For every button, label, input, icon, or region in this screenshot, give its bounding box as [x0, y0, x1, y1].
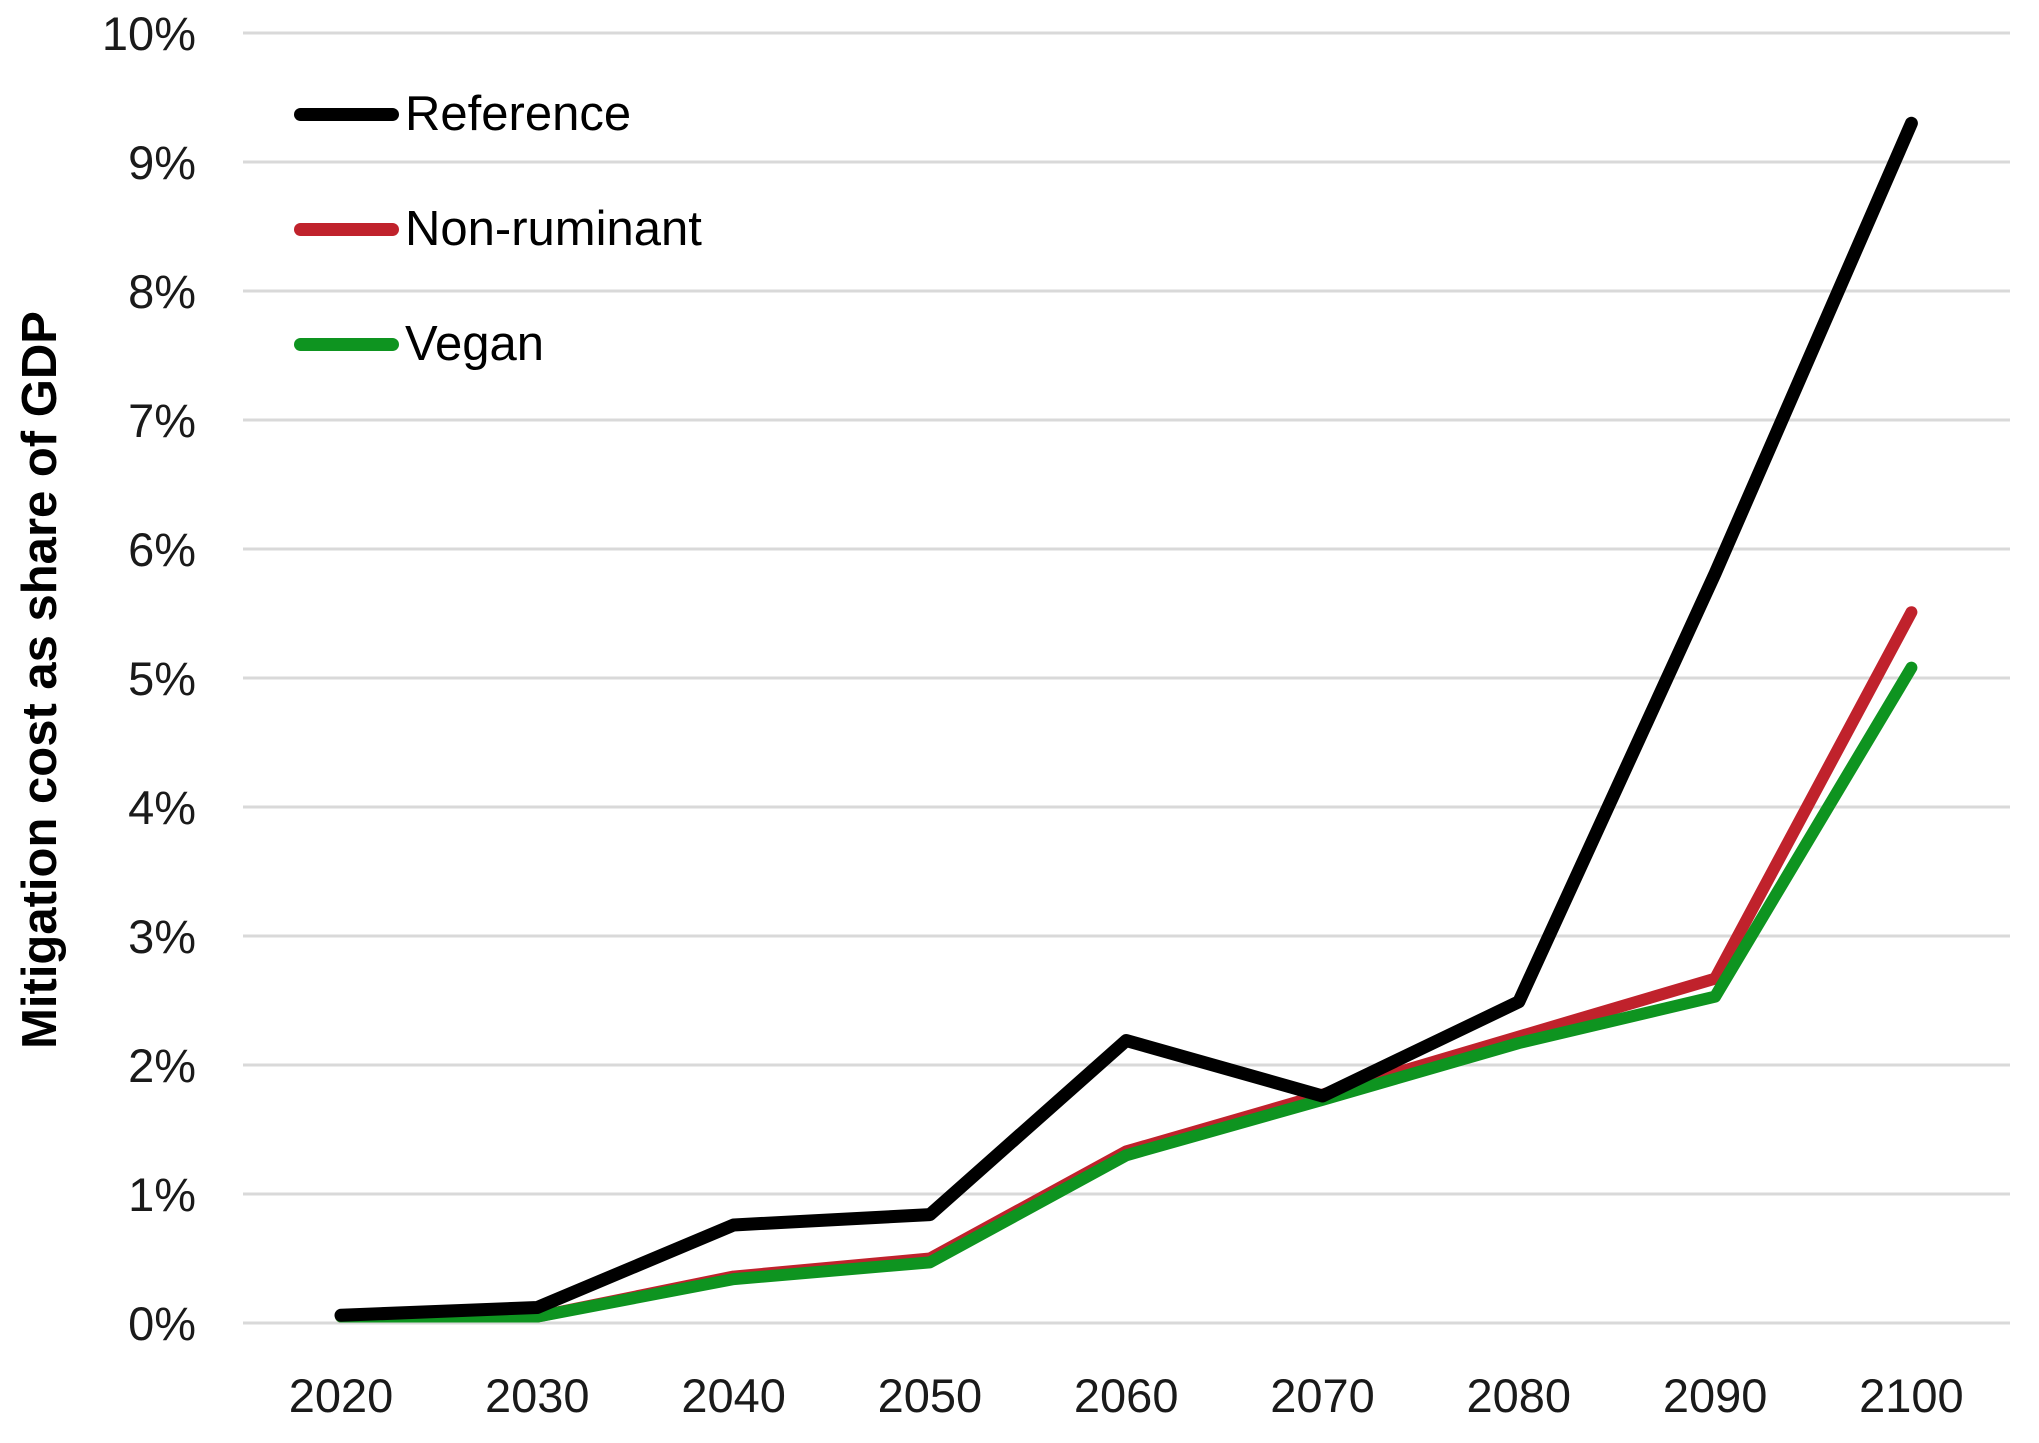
y-tick-4%: 4%	[128, 781, 196, 834]
y-tick-5%: 5%	[128, 652, 196, 705]
y-tick-8%: 8%	[128, 265, 196, 318]
x-tick-2020: 2020	[289, 1369, 394, 1422]
legend-line-swatch-non-ruminant	[294, 223, 399, 236]
legend-label-reference: Reference	[405, 87, 632, 141]
x-tick-2080: 2080	[1467, 1369, 1572, 1422]
legend-line-swatch-vegan	[294, 338, 399, 351]
y-axis-tick-labels: 0% 1% 2% 3% 4% 5% 6% 7% 8% 9% 10%	[102, 7, 196, 1350]
y-tick-3%: 3%	[128, 910, 196, 963]
legend-line-swatch-reference	[294, 108, 399, 121]
x-tick-2090: 2090	[1663, 1369, 1768, 1422]
legend-item-vegan: Vegan	[294, 287, 702, 402]
series-lines	[334, 116, 1918, 1323]
y-tick-2%: 2%	[128, 1039, 196, 1092]
x-tick-2030: 2030	[485, 1369, 590, 1422]
gridlines	[243, 31, 2010, 1325]
x-tick-2060: 2060	[1074, 1369, 1179, 1422]
series-line-non-ruminant	[335, 606, 1918, 1323]
y-tick-9%: 9%	[128, 136, 196, 189]
x-tick-2100: 2100	[1859, 1369, 1964, 1422]
series-line-vegan	[335, 661, 1918, 1323]
x-tick-2040: 2040	[681, 1369, 786, 1422]
legend-label-non-ruminant: Non-ruminant	[405, 202, 702, 256]
x-tick-2070: 2070	[1270, 1369, 1375, 1422]
legend-item-reference: Reference	[294, 57, 702, 172]
y-tick-7%: 7%	[128, 394, 196, 447]
y-tick-0%: 0%	[128, 1297, 196, 1350]
y-tick-6%: 6%	[128, 523, 196, 576]
y-tick-10%: 10%	[102, 7, 196, 60]
legend-label-vegan: Vegan	[405, 317, 544, 371]
x-tick-2050: 2050	[878, 1369, 983, 1422]
x-axis-tick-labels: 2020 2030 2040 2050 2060 2070 2080 2090 2100	[289, 1369, 1964, 1422]
legend: Reference Non-ruminant Vegan	[294, 57, 702, 402]
y-tick-1%: 1%	[128, 1168, 196, 1221]
series-line-reference	[334, 116, 1918, 1322]
legend-item-non-ruminant: Non-ruminant	[294, 172, 702, 287]
